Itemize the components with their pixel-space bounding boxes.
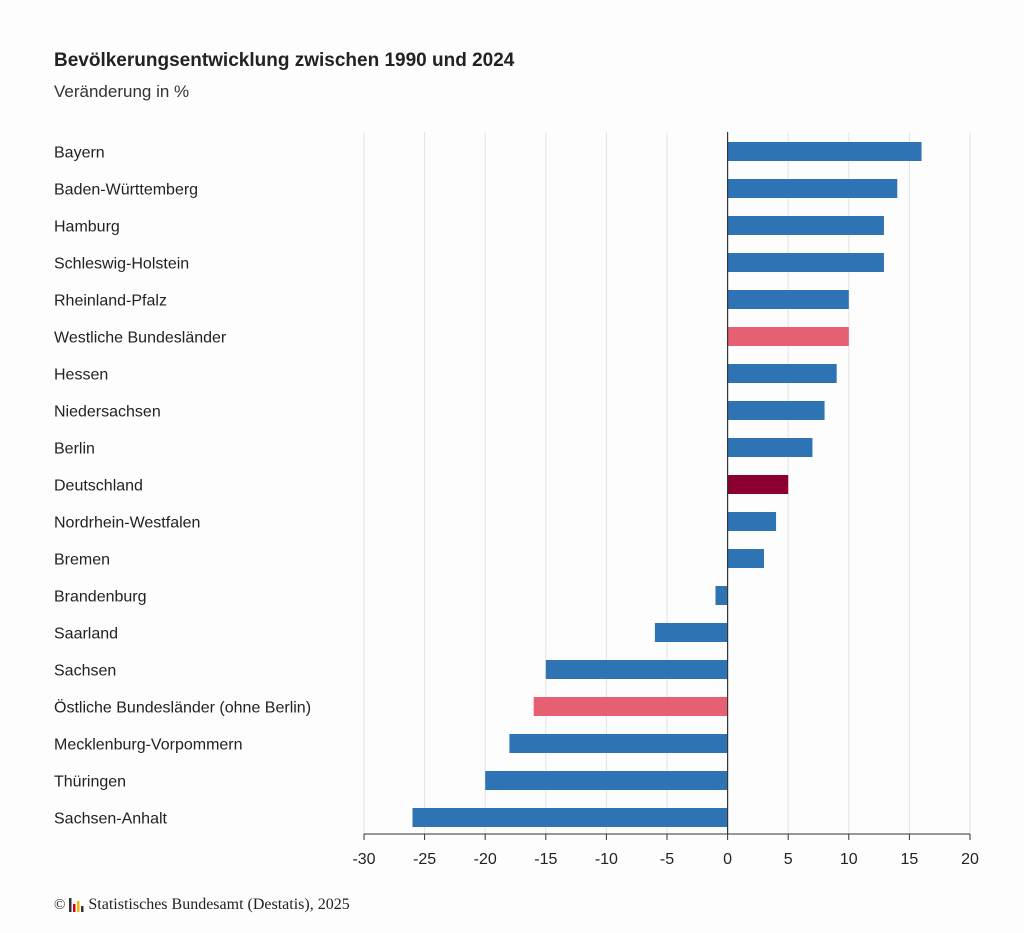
x-tick-label: -30 bbox=[352, 851, 375, 868]
x-tick-label: -20 bbox=[474, 851, 497, 868]
bar bbox=[727, 216, 884, 235]
category-label: Saarland bbox=[54, 626, 118, 643]
bar bbox=[412, 808, 728, 827]
category-label: Sachsen bbox=[54, 663, 116, 680]
bar bbox=[727, 438, 813, 457]
copyright-symbol: © bbox=[54, 896, 66, 913]
bar bbox=[715, 586, 728, 605]
bar bbox=[727, 512, 777, 531]
category-label: Bayern bbox=[54, 145, 105, 162]
category-label: Rheinland-Pfalz bbox=[54, 293, 167, 310]
bar bbox=[727, 253, 884, 272]
category-label: Thüringen bbox=[54, 774, 126, 791]
chart-subtitle: Veränderung in % bbox=[54, 82, 190, 101]
x-tick-label: -5 bbox=[660, 851, 674, 868]
x-tick-label: -15 bbox=[534, 851, 557, 868]
bar bbox=[654, 623, 728, 642]
source-text: Statistisches Bundesamt (Destatis), 2025 bbox=[88, 896, 350, 913]
x-tick-label: -25 bbox=[413, 851, 436, 868]
category-label: Brandenburg bbox=[54, 589, 147, 606]
bar bbox=[727, 401, 825, 420]
x-tick-label: 0 bbox=[723, 851, 732, 868]
category-label: Niedersachsen bbox=[54, 404, 161, 421]
x-tick-label: 10 bbox=[840, 851, 858, 868]
chart-title: Bevölkerungsentwicklung zwischen 1990 un… bbox=[54, 50, 515, 71]
category-label: Östliche Bundesländer (ohne Berlin) bbox=[54, 699, 311, 717]
category-label: Nordrhein-Westfalen bbox=[54, 515, 200, 532]
category-label: Schleswig-Holstein bbox=[54, 256, 189, 273]
bar-chart: -30 -25 -20 -15 -10 -5 0 5 10 15 20 Bayern Baden-Wür… bbox=[54, 132, 979, 868]
bar bbox=[727, 327, 849, 346]
x-tick-label: 20 bbox=[961, 851, 979, 868]
bar bbox=[533, 697, 728, 716]
category-label: Hamburg bbox=[54, 219, 120, 236]
bar bbox=[727, 549, 764, 568]
x-tick-label: 15 bbox=[901, 851, 919, 868]
category-label: Berlin bbox=[54, 441, 95, 458]
bar bbox=[727, 179, 898, 198]
category-label: Westliche Bundesländer bbox=[54, 330, 227, 347]
source-line: © Statistisches Bundesamt (Destatis), 20… bbox=[54, 896, 350, 914]
category-label: Sachsen-Anhalt bbox=[54, 811, 168, 828]
bar bbox=[727, 475, 789, 494]
destatis-logo-icon bbox=[69, 898, 84, 912]
x-tick-label: 5 bbox=[784, 851, 793, 868]
bar bbox=[727, 290, 849, 309]
category-label: Baden-Württemberg bbox=[54, 182, 198, 199]
bar bbox=[727, 364, 837, 383]
category-label: Deutschland bbox=[54, 478, 143, 495]
category-label: Mecklenburg-Vorpommern bbox=[54, 737, 243, 754]
bar bbox=[545, 660, 728, 679]
bar bbox=[509, 734, 728, 753]
category-label: Bremen bbox=[54, 552, 110, 569]
bar bbox=[485, 771, 728, 790]
bar bbox=[727, 142, 922, 161]
x-tick-label: -10 bbox=[595, 851, 618, 868]
category-label: Hessen bbox=[54, 367, 108, 384]
